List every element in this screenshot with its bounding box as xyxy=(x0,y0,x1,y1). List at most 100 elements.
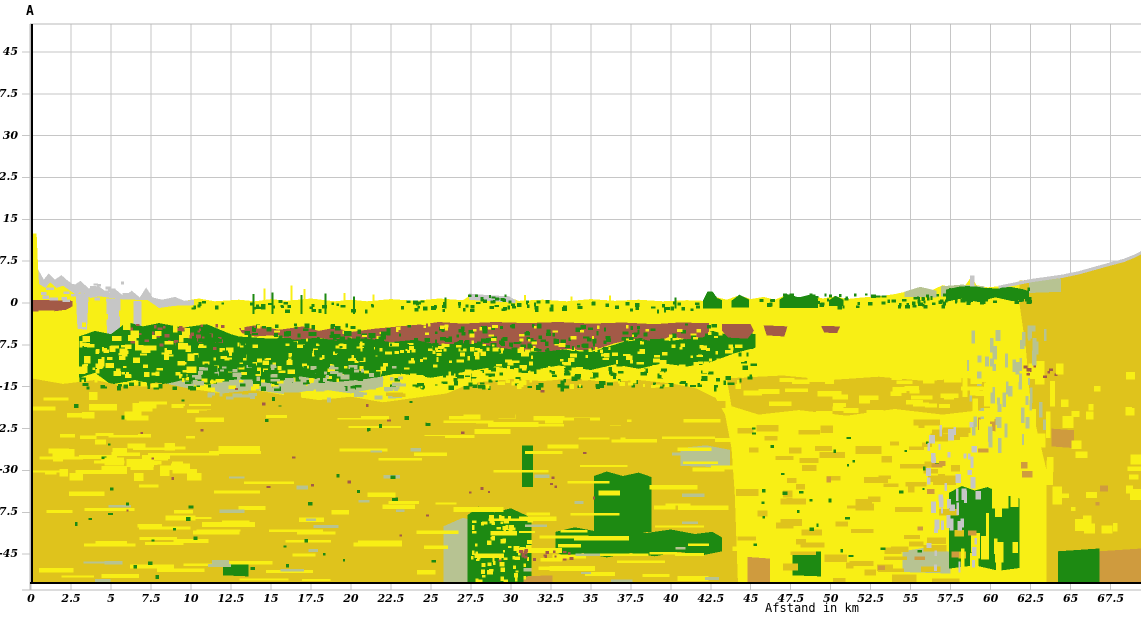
speckle xyxy=(473,343,478,347)
speckle xyxy=(1025,298,1028,302)
speckle xyxy=(292,456,296,459)
speckle xyxy=(361,333,367,337)
speckle xyxy=(1100,485,1109,492)
speckle xyxy=(708,371,714,375)
speckle xyxy=(560,380,565,386)
speckle xyxy=(193,536,198,540)
speckle xyxy=(545,419,564,424)
speckle xyxy=(942,427,971,433)
speckle xyxy=(776,522,794,529)
speckle xyxy=(370,450,382,453)
speckle xyxy=(741,361,748,364)
speckle xyxy=(619,382,625,386)
speckle xyxy=(762,515,765,519)
speckle xyxy=(75,521,78,526)
speckle xyxy=(391,358,396,362)
speckle xyxy=(472,520,477,524)
speckle xyxy=(201,353,210,358)
speckle xyxy=(171,477,175,480)
speckle xyxy=(432,346,439,350)
speckle xyxy=(817,390,842,397)
speckle xyxy=(443,348,447,352)
speckle xyxy=(480,382,485,385)
speckle xyxy=(491,412,516,419)
speckle xyxy=(478,349,483,353)
speckle xyxy=(685,323,689,326)
speckle xyxy=(570,353,577,358)
speckle xyxy=(173,366,177,370)
speckle xyxy=(615,305,619,309)
speckle xyxy=(640,359,644,363)
speckle xyxy=(286,382,293,385)
speckle xyxy=(165,349,173,355)
speckle xyxy=(420,300,425,303)
speckle xyxy=(278,299,283,304)
speckle xyxy=(562,385,569,389)
speckle xyxy=(127,443,146,449)
speckle xyxy=(695,345,700,350)
speckle xyxy=(930,433,949,442)
speckle xyxy=(932,578,960,582)
speckle xyxy=(846,562,854,569)
speckle xyxy=(1129,474,1139,480)
speckle xyxy=(647,347,652,351)
speckle xyxy=(479,327,482,331)
speckle xyxy=(503,557,508,560)
speckle xyxy=(432,343,439,348)
speckle xyxy=(137,366,141,369)
speckle xyxy=(508,529,513,532)
speckle xyxy=(780,518,803,526)
speckle xyxy=(550,432,579,438)
speckle xyxy=(492,344,495,347)
speckle xyxy=(87,376,91,381)
speckle xyxy=(998,438,1002,454)
speckle xyxy=(97,283,101,287)
speckle xyxy=(688,341,694,344)
speckle xyxy=(375,356,382,363)
speckle xyxy=(376,323,381,327)
speckle xyxy=(554,555,557,558)
speckle xyxy=(665,350,673,355)
speckle xyxy=(963,453,967,459)
speckle xyxy=(978,290,983,293)
speckle xyxy=(582,343,589,348)
speckle xyxy=(347,337,351,343)
speckle xyxy=(84,543,136,547)
speckle xyxy=(132,349,139,354)
speckle xyxy=(698,361,704,365)
speckle xyxy=(270,374,278,378)
speckle xyxy=(330,324,334,329)
speckle xyxy=(1017,391,1027,417)
speckle xyxy=(144,372,150,377)
surface-spike xyxy=(524,295,527,303)
speckle xyxy=(285,540,331,543)
speckle xyxy=(237,342,240,347)
speckle xyxy=(1049,381,1055,407)
speckle xyxy=(1047,456,1054,472)
speckle xyxy=(884,556,907,560)
speckle xyxy=(118,310,128,317)
speckle xyxy=(286,564,289,568)
speckle xyxy=(863,477,888,484)
speckle xyxy=(457,340,463,345)
speckle xyxy=(508,300,512,304)
speckle xyxy=(816,523,819,528)
speckle xyxy=(262,326,266,329)
speckle xyxy=(582,336,590,339)
speckle xyxy=(624,350,630,355)
surface-spike xyxy=(372,294,375,303)
speckle xyxy=(183,563,220,567)
speckle xyxy=(482,299,487,303)
speckle xyxy=(125,344,132,350)
speckle xyxy=(456,345,462,348)
speckle xyxy=(181,337,186,342)
speckle xyxy=(565,350,570,353)
speckle xyxy=(980,535,990,560)
speckle xyxy=(406,349,410,354)
speckle xyxy=(357,329,361,334)
speckle xyxy=(37,357,41,361)
speckle xyxy=(126,341,132,345)
speckle xyxy=(691,334,696,339)
speckle xyxy=(337,354,342,359)
speckle xyxy=(918,297,921,300)
